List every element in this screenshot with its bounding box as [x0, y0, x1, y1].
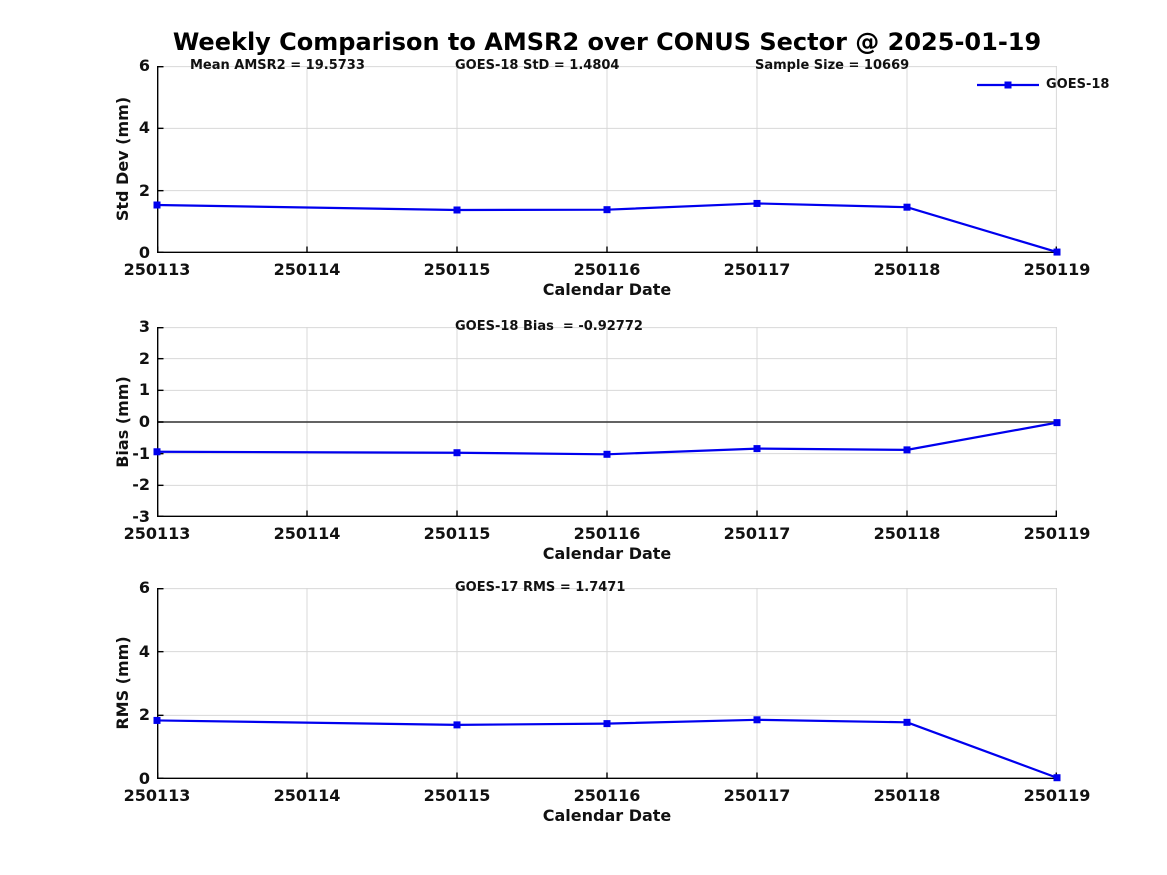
x-tick-label: 250117: [723, 786, 791, 805]
x-tick-label: 250118: [873, 524, 941, 543]
data-point-marker: [453, 721, 461, 729]
chart-svg-bias: [153, 326, 1061, 518]
x-tick-label: 250113: [123, 260, 191, 279]
legend-key: [977, 81, 1039, 89]
data-point-marker: [1053, 419, 1061, 427]
data-point-marker: [753, 199, 761, 207]
x-tick-label: 250115: [423, 260, 491, 279]
x-tick-label: 250118: [873, 786, 941, 805]
y-axis-label-rms: RMS (mm): [113, 636, 132, 730]
x-tick-label: 250115: [423, 524, 491, 543]
chart-svg-std-dev: [153, 65, 1061, 256]
y-tick-label: 3: [138, 317, 150, 336]
y-tick-label: -1: [132, 443, 150, 463]
data-point-marker: [753, 445, 761, 453]
x-tick-label: 250116: [573, 786, 641, 805]
x-tick-label: 250113: [123, 786, 191, 805]
y-tick-label: 2: [138, 348, 150, 368]
plot-area-bias: [153, 326, 1061, 518]
annotation: GOES-18 StD = 1.4804: [455, 58, 620, 73]
y-tick-label: 4: [138, 641, 150, 661]
data-line-GOES-18: [156, 421, 1058, 456]
x-axis-label: Calendar Date: [542, 280, 672, 299]
y-tick-label: 1: [138, 380, 150, 400]
x-tick-label: 250118: [873, 260, 941, 279]
legend: GOES-18: [977, 77, 1109, 93]
annotation: GOES-17 RMS = 1.7471: [455, 580, 626, 595]
y-tick-label: 0: [138, 243, 150, 262]
x-tick-label: 250117: [723, 524, 791, 543]
data-point-marker: [753, 716, 761, 724]
annotation: GOES-18 Bias = -0.92772: [455, 319, 643, 334]
y-tick-label: 0: [138, 769, 150, 788]
data-point-marker: [603, 206, 611, 214]
data-point-marker: [903, 203, 911, 211]
y-axis-label-std-dev: Std Dev (mm): [113, 96, 132, 222]
x-axis-label: Calendar Date: [542, 806, 672, 825]
data-line-GOES-18: [156, 202, 1058, 254]
legend-marker: [1004, 81, 1012, 89]
x-tick-label: 250114: [273, 260, 341, 279]
y-tick-label: 4: [138, 118, 150, 138]
x-tick-label: 250117: [723, 260, 791, 279]
x-tick-label: 250116: [573, 260, 641, 279]
x-tick-label: 250113: [123, 524, 191, 543]
annotation: Sample Size = 10669: [755, 58, 910, 73]
y-tick-label: -3: [132, 507, 150, 526]
y-tick-label: 2: [138, 705, 150, 725]
data-point-marker: [903, 718, 911, 726]
chart-svg-rms: [153, 587, 1061, 782]
plot-area-rms: [153, 587, 1061, 782]
data-point-marker: [453, 206, 461, 214]
x-tick-label: 250114: [273, 786, 341, 805]
data-point-marker: [153, 716, 161, 724]
data-point-marker: [603, 720, 611, 728]
data-point-marker: [1053, 774, 1061, 782]
data-point-marker: [603, 450, 611, 458]
y-tick-label: 2: [138, 180, 150, 200]
x-tick-label: 250119: [1023, 260, 1091, 279]
x-tick-label: 250119: [1023, 524, 1091, 543]
data-point-marker: [1053, 248, 1061, 256]
x-tick-label: 250116: [573, 524, 641, 543]
data-line-GOES-18: [156, 718, 1058, 779]
x-tick-label: 250119: [1023, 786, 1091, 805]
data-point-marker: [153, 448, 161, 456]
data-point-marker: [153, 201, 161, 209]
x-tick-label: 250115: [423, 786, 491, 805]
data-point-marker: [903, 446, 911, 454]
plot-area-std-dev: [153, 65, 1061, 256]
y-tick-label: 6: [138, 578, 150, 597]
x-axis-label: Calendar Date: [542, 544, 672, 563]
y-tick-label: 6: [138, 56, 150, 75]
figure-title: Weekly Comparison to AMSR2 over CONUS Se…: [172, 28, 1042, 56]
x-tick-label: 250114: [273, 524, 341, 543]
legend-label: GOES-18: [1046, 77, 1110, 92]
annotation: Mean AMSR2 = 19.5733: [190, 58, 365, 73]
y-tick-label: 0: [138, 412, 150, 431]
y-tick-label: -2: [132, 475, 150, 495]
data-point-marker: [453, 449, 461, 457]
